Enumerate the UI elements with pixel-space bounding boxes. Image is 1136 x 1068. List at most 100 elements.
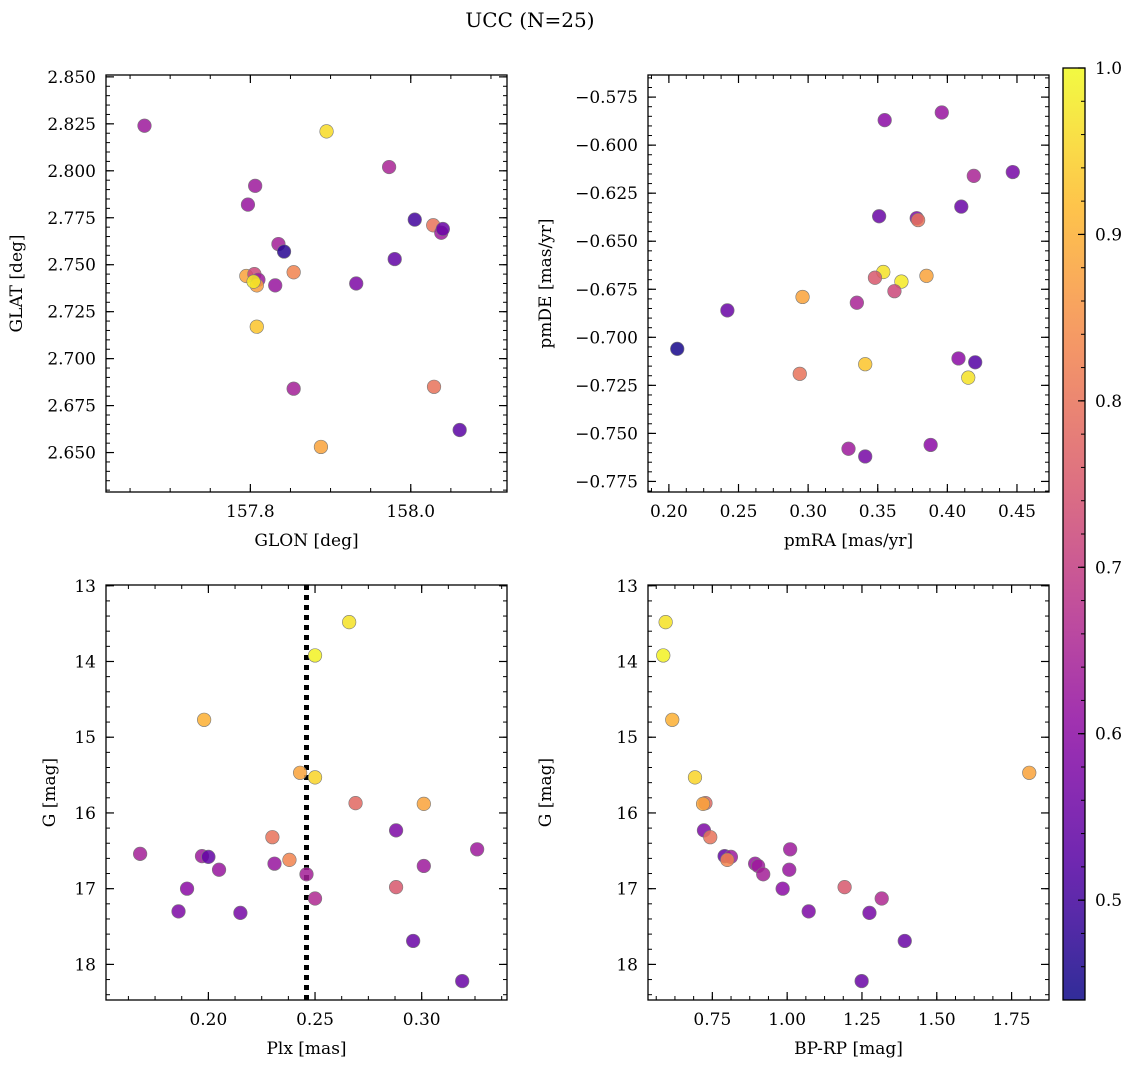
scatter-point	[968, 355, 983, 370]
scatter-point	[435, 221, 450, 237]
y-tick-label: 2.725	[47, 303, 96, 323]
scatter-point	[862, 905, 877, 921]
scatter-point	[1005, 164, 1020, 180]
y-tick-label: 2.750	[47, 256, 96, 276]
scatter-point	[887, 284, 902, 299]
scatter-point	[867, 270, 883, 285]
axes-frame	[105, 74, 508, 493]
scatter-point	[720, 852, 735, 867]
scatter-point	[703, 830, 718, 845]
scatter-point	[407, 212, 422, 227]
scatter-point	[1022, 765, 1037, 780]
colorbar-tick-label: 1.0	[1095, 59, 1122, 79]
x-tick-label: 0.35	[859, 502, 897, 522]
panel-pmra-pmde: 0.20 0.25 0.30 0.35 0.40 0.45 −0.775 −0.750 −0.7…	[536, 74, 1050, 551]
x-tick-label: 157.8	[226, 502, 275, 522]
scatter-point	[455, 973, 470, 989]
scatter-point	[897, 933, 912, 949]
x-axis-label: BP-RP [mag]	[794, 1039, 903, 1059]
y-tick-label: 2.775	[47, 209, 96, 229]
scatter-point	[695, 796, 711, 811]
scatter-point	[687, 770, 703, 785]
scatter-point	[656, 648, 671, 663]
scatter-point	[286, 265, 301, 280]
scatter-point	[246, 274, 261, 289]
axes-frame	[105, 584, 508, 1001]
y-tick-label: 17	[74, 880, 96, 900]
y-tick-label: −0.675	[575, 280, 638, 300]
x-tick-label: 0.20	[189, 1010, 227, 1030]
scatter-point	[951, 351, 966, 366]
scatter-point	[133, 846, 148, 861]
x-axis-label: pmRA [mas/yr]	[784, 531, 913, 551]
y-tick-label: 2.800	[47, 162, 96, 182]
scatter-point	[201, 849, 216, 864]
axes-frame	[647, 584, 1050, 1001]
scatter-point	[348, 796, 363, 811]
y-tick-label: 15	[616, 728, 638, 748]
scatter-point	[858, 357, 873, 372]
scatter-point	[792, 366, 807, 381]
scatter-point	[197, 712, 212, 727]
scatter-point	[837, 880, 852, 895]
y-tick-label: 14	[616, 652, 638, 672]
scatter-point	[349, 276, 364, 291]
scatter-point	[452, 422, 467, 438]
scatter-point	[966, 168, 981, 183]
scatter-point	[313, 439, 329, 455]
scatter-point	[406, 933, 421, 949]
axes-frame	[647, 74, 1050, 493]
scatter-point	[782, 862, 797, 877]
x-tick-label: 158.0	[386, 502, 435, 522]
scatter-point	[795, 289, 810, 305]
x-tick-label: 1.75	[993, 1010, 1031, 1030]
scatter-point	[240, 197, 256, 212]
scatter-point	[720, 303, 735, 318]
scatter-point	[307, 648, 323, 663]
scatter-point	[248, 178, 263, 193]
x-tick-label: 0.40	[928, 502, 966, 522]
y-tick-label: 17	[616, 880, 638, 900]
scatter-point	[319, 124, 334, 139]
colorbar: 0.5 0.6 0.7 0.8 0.9 1.0	[1062, 59, 1122, 1001]
x-tick-label: 1.50	[918, 1010, 956, 1030]
scatter-point	[923, 437, 938, 453]
y-tick-label: 16	[74, 804, 96, 824]
scatter-point	[470, 842, 485, 857]
x-tick-label: 0.75	[693, 1010, 731, 1030]
scatter-point	[268, 278, 283, 293]
colorbar-tick-label: 0.5	[1095, 891, 1122, 911]
scatter-point	[919, 268, 934, 283]
y-tick-label: 13	[74, 577, 96, 597]
y-tick-label: −0.650	[575, 232, 638, 252]
y-tick-label: 15	[74, 728, 96, 748]
colorbar-tick-label: 0.7	[1095, 558, 1122, 578]
scatter-point	[387, 251, 402, 267]
y-tick-label: 2.650	[47, 444, 96, 464]
panels: 157.8 158.0 2.650 2.675 2.700 2.725 2.750 2.775…	[7, 68, 1050, 1059]
x-tick-label: 0.30	[403, 1010, 441, 1030]
scatter-point	[249, 319, 264, 334]
y-tick-label: −0.725	[575, 376, 638, 396]
x-axis-label: GLON [deg]	[254, 531, 358, 551]
scatter-point	[382, 159, 397, 175]
scatter-point	[307, 770, 323, 785]
scatter-point	[293, 765, 308, 780]
scatter-point	[658, 615, 673, 630]
scatter-point	[775, 881, 790, 896]
scatter-point	[171, 904, 186, 919]
scatter-point	[849, 295, 864, 310]
x-tick-label: 0.20	[650, 502, 688, 522]
scatter-point	[233, 905, 248, 921]
x-tick-label: 0.30	[789, 502, 827, 522]
scatter-point	[877, 113, 892, 128]
scatter-point	[670, 341, 685, 356]
scatter-point	[276, 244, 292, 259]
colorbar-tick-label: 0.9	[1095, 225, 1122, 245]
scatter-point	[911, 212, 926, 228]
scatter-point	[286, 381, 301, 396]
scatter-point	[801, 904, 816, 919]
x-tick-label: 1.00	[768, 1010, 806, 1030]
y-axis-label: G [mag]	[40, 758, 60, 827]
scatter-point	[934, 105, 949, 120]
